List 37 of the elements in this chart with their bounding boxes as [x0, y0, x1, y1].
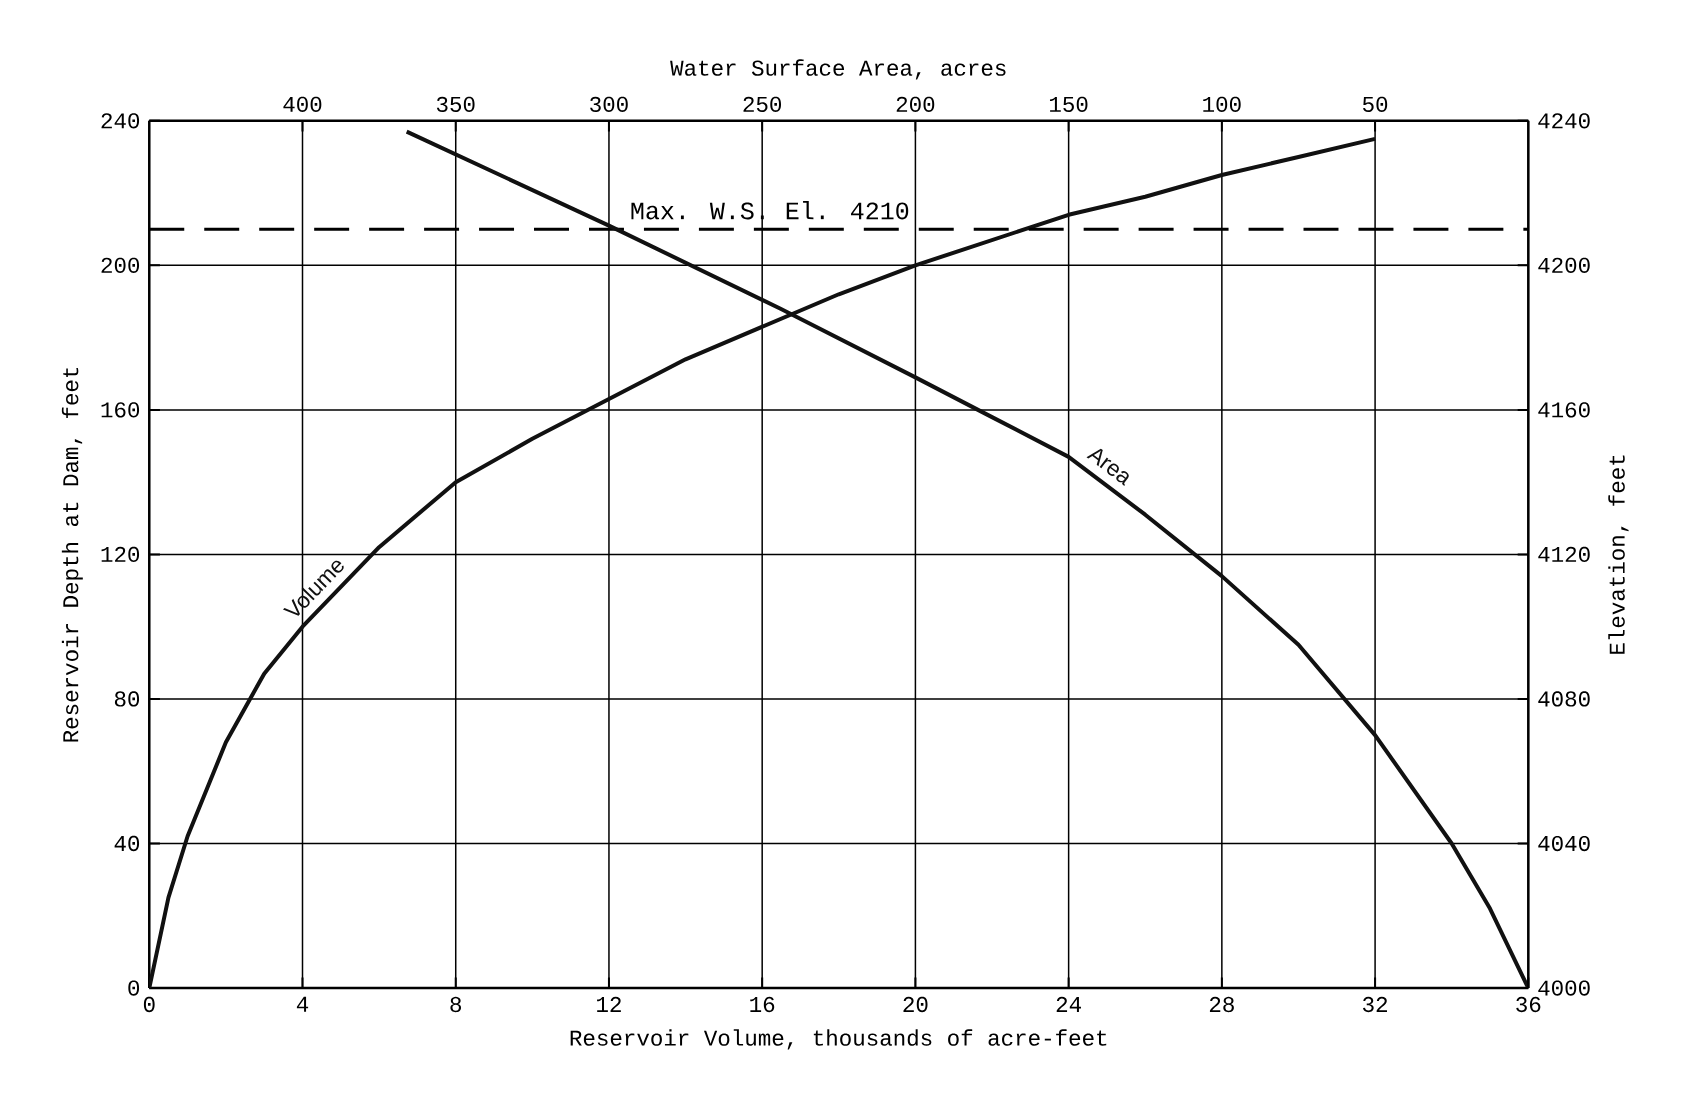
- x-axis-title: Reservoir Volume, thousands of acre-feet: [570, 1029, 1107, 1050]
- x-tick-label: 12: [597, 996, 621, 1012]
- y-axis-title: Reservoir Depth at Dam, feet: [61, 367, 83, 742]
- y-tick-label: 120: [101, 546, 140, 563]
- y2-axis-title: Elevation, feet: [1608, 455, 1629, 654]
- x2-tick-label: 300: [590, 96, 628, 113]
- x2-tick-label: 250: [743, 96, 782, 113]
- y-tick-label: 40: [114, 835, 140, 852]
- x2-tick-label: 50: [1362, 96, 1388, 113]
- y2-tick-label: 4040: [1538, 835, 1590, 852]
- x-tick-label: 24: [1056, 996, 1081, 1012]
- x-tick-label: 36: [1516, 996, 1541, 1013]
- y2-tick-label: 4200: [1538, 257, 1590, 274]
- x2-tick-label: 350: [436, 96, 475, 113]
- y2-tick-label: 4000: [1538, 980, 1590, 996]
- x-tick-label: 32: [1363, 996, 1387, 1013]
- x-tick-label: 8: [450, 996, 462, 1013]
- y-tick-label: 0: [128, 980, 140, 996]
- x2-tick-label: 200: [896, 96, 935, 113]
- x-tick-label: 28: [1209, 996, 1234, 1013]
- x2-axis-title: Water Surface Area, acres: [670, 59, 1006, 80]
- y2-tick-label: 4240: [1538, 113, 1590, 129]
- y2-tick-label: 4080: [1538, 691, 1590, 707]
- x-tick-label: 16: [750, 996, 775, 1013]
- x2-tick-label: 150: [1049, 96, 1088, 113]
- text: Area: [1086, 448, 1129, 486]
- x-tick-label: 4: [296, 996, 309, 1012]
- x-tick-label: 0: [143, 996, 155, 1013]
- y-tick-label: 160: [101, 402, 140, 418]
- x2-tick-label: 400: [283, 96, 322, 113]
- x2-tick-label: 100: [1203, 96, 1241, 113]
- y2-tick-label: 4160: [1538, 402, 1590, 418]
- x-tick-label: 20: [903, 996, 928, 1013]
- y-tick-label: 200: [101, 257, 140, 274]
- y-tick-label: 80: [114, 691, 140, 707]
- y2-tick-label: 4120: [1538, 546, 1590, 563]
- y-tick-label: 240: [101, 113, 140, 129]
